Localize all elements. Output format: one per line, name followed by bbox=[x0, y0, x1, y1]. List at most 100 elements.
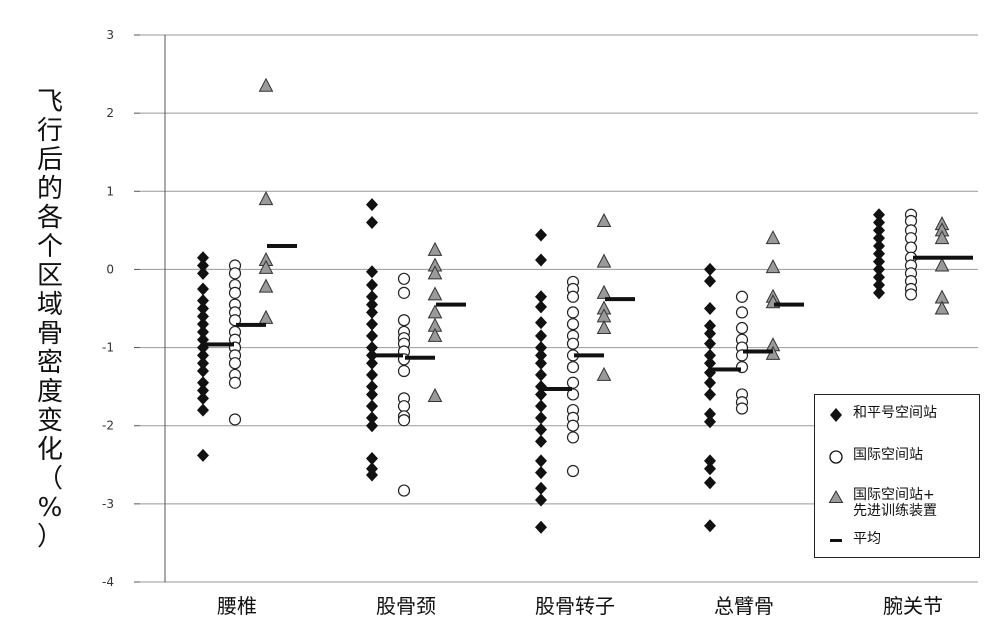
mean-bar bbox=[943, 255, 973, 260]
circle-point bbox=[566, 419, 580, 432]
diamond-point bbox=[366, 305, 378, 319]
x-category-label: 腰椎 bbox=[217, 594, 257, 618]
triangle-point bbox=[934, 300, 950, 315]
y-axis-title-char: 后 bbox=[36, 145, 63, 175]
diamond-point bbox=[197, 302, 209, 315]
triangle-point bbox=[258, 77, 274, 92]
diamond-point bbox=[366, 356, 378, 370]
triangle-point bbox=[427, 304, 443, 319]
y-axis-title-char: 域 bbox=[36, 290, 63, 320]
circle-point bbox=[397, 414, 411, 427]
mean-bar bbox=[574, 353, 604, 358]
diamond-point bbox=[197, 376, 209, 390]
circle-point bbox=[566, 361, 580, 374]
triangle-point bbox=[427, 327, 443, 342]
diamond-point bbox=[535, 356, 547, 370]
diamond-point bbox=[366, 278, 378, 292]
y-tick-label: 1 bbox=[106, 184, 114, 198]
x-category-label: 总臂骨 bbox=[714, 594, 774, 618]
triangle-point bbox=[596, 319, 612, 335]
diamond-point bbox=[535, 434, 547, 448]
legend-label: 平均 bbox=[853, 531, 881, 547]
y-tick-label: 0 bbox=[106, 262, 114, 276]
triangle-point bbox=[596, 284, 612, 299]
diamond-point bbox=[873, 255, 885, 269]
circle-point bbox=[566, 376, 580, 389]
diamond-point bbox=[197, 251, 209, 265]
mean-bar bbox=[542, 386, 572, 391]
diamond-point bbox=[366, 265, 378, 279]
triangle-icon bbox=[828, 489, 844, 503]
diamond-point bbox=[704, 387, 716, 401]
circle-point bbox=[397, 400, 411, 413]
triangle-point bbox=[596, 212, 612, 227]
diamond-point bbox=[535, 368, 547, 382]
diamond-point bbox=[366, 298, 378, 312]
circle-point bbox=[735, 321, 749, 335]
triangle-point bbox=[765, 259, 781, 274]
diamond-point bbox=[197, 259, 209, 273]
legend-label: 国际空间站 bbox=[853, 447, 923, 463]
diamond-point bbox=[873, 286, 885, 300]
triangle-point bbox=[427, 241, 443, 256]
diamond-point bbox=[704, 327, 716, 341]
x-category-label: 腕关节 bbox=[883, 594, 943, 618]
triangle-point bbox=[934, 230, 950, 245]
x-category-label: 股骨转子 bbox=[535, 594, 615, 618]
circle-point bbox=[566, 306, 580, 319]
diamond-point bbox=[535, 341, 547, 355]
diamond-point bbox=[366, 317, 378, 331]
y-axis-title-char: 行 bbox=[36, 116, 63, 146]
diamond-point bbox=[366, 348, 378, 362]
diamond-point bbox=[704, 454, 716, 468]
y-axis-title-char: ） bbox=[36, 522, 63, 552]
triangle-point bbox=[258, 259, 274, 274]
diamond-point bbox=[197, 448, 209, 462]
legend-item-iss-ared: 国际空间站+ 先进训练装置 bbox=[827, 487, 937, 519]
circle-point bbox=[735, 290, 749, 303]
diamond-point bbox=[704, 337, 716, 351]
legend: 和平号空间站 国际空间站 国际空间站+ 先进训练装置 平均 bbox=[814, 394, 980, 558]
diamond-point bbox=[704, 348, 716, 362]
diamond-point bbox=[535, 466, 547, 480]
y-tick-label: 2 bbox=[106, 106, 114, 120]
y-axis-title-char: 飞 bbox=[36, 87, 63, 117]
diamond-point bbox=[873, 208, 885, 222]
mean-bar bbox=[605, 297, 635, 302]
diamond-point bbox=[873, 247, 885, 261]
circle-point bbox=[566, 318, 580, 331]
diamond-point bbox=[873, 231, 885, 245]
circle-point bbox=[397, 272, 411, 285]
legend-item-iss: 国际空间站 bbox=[827, 447, 923, 466]
circle-point bbox=[566, 388, 580, 401]
diamond-point bbox=[535, 316, 547, 330]
circle-icon bbox=[829, 450, 843, 464]
diamond-point bbox=[873, 239, 885, 253]
diamond-point bbox=[366, 341, 378, 355]
diamond-point bbox=[366, 452, 378, 466]
diamond-point bbox=[197, 348, 209, 362]
diamond-point bbox=[197, 391, 209, 405]
y-axis-title-char: 的 bbox=[36, 174, 63, 204]
y-axis-title: 飞行后的各个区域骨密度变化（%） bbox=[30, 88, 70, 552]
mean-bar bbox=[267, 243, 297, 248]
circle-point bbox=[904, 241, 918, 254]
circle-point bbox=[566, 431, 580, 444]
diamond-point bbox=[535, 228, 547, 242]
diamond-point bbox=[704, 302, 716, 315]
y-axis-title-char: 个 bbox=[36, 232, 63, 262]
circle-point bbox=[566, 464, 580, 478]
diamond-point bbox=[366, 399, 378, 413]
circle-point bbox=[228, 376, 242, 389]
diamond-point bbox=[197, 294, 209, 308]
diamond-point bbox=[704, 415, 716, 429]
diamond-point bbox=[535, 399, 547, 413]
diamond-point bbox=[197, 317, 209, 331]
diamond-point bbox=[366, 216, 378, 230]
mean-bar bbox=[436, 302, 466, 307]
diamond-point bbox=[197, 356, 209, 370]
circle-point bbox=[228, 267, 242, 280]
data-points bbox=[197, 77, 950, 534]
diamond-point bbox=[197, 325, 209, 339]
